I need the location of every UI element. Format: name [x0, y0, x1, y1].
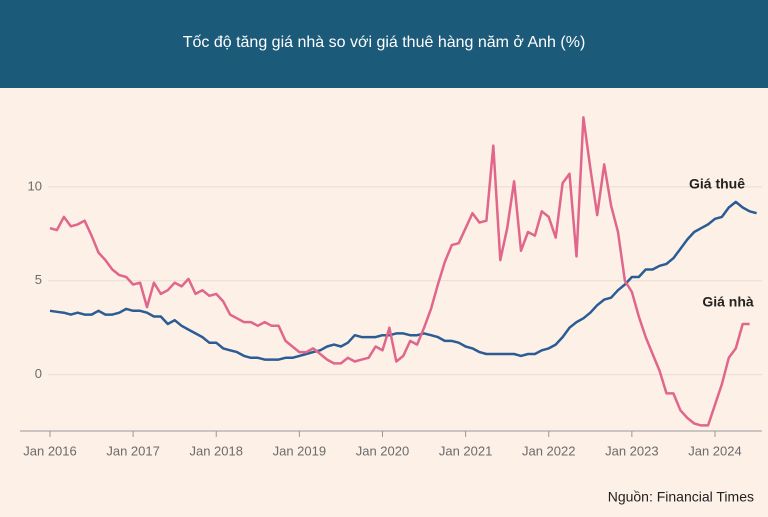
x-tick-label: Jan 2019 — [273, 443, 327, 458]
x-tick-label: Jan 2018 — [189, 443, 243, 458]
x-tick-label: Jan 2024 — [688, 443, 742, 458]
y-tick-label: 0 — [35, 366, 42, 381]
x-tick-label: Jan 2022 — [522, 443, 576, 458]
source: Nguồn: Financial Times — [608, 489, 754, 505]
series-line — [49, 200, 757, 361]
y-tick-label: 5 — [35, 272, 42, 287]
x-tick-label: Jan 2016 — [23, 443, 77, 458]
series-line — [49, 116, 750, 427]
series-label: Giá thuê — [689, 176, 745, 192]
x-tick-label: Jan 2017 — [106, 443, 160, 458]
x-tick-label: Jan 2021 — [439, 443, 493, 458]
header-band — [0, 0, 768, 88]
series-label: Giá nhà — [702, 294, 754, 310]
chart-title: Tốc độ tăng giá nhà so với giá thuê hàng… — [183, 34, 586, 51]
x-tick-label: Jan 2023 — [605, 443, 659, 458]
y-tick-label: 10 — [28, 178, 42, 193]
x-tick-label: Jan 2020 — [356, 443, 410, 458]
